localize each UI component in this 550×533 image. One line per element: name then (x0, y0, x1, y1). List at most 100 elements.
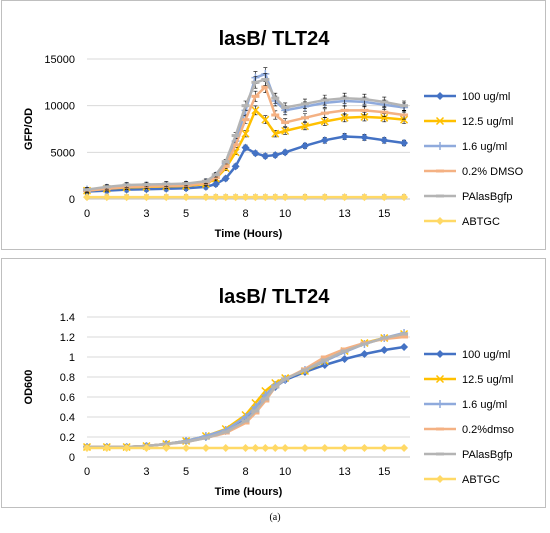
data-point (281, 444, 290, 452)
legend-entry: 1.6 ug/ml (462, 141, 507, 153)
data-point (221, 430, 230, 434)
x-tick-label: 13 (338, 466, 350, 478)
data-point (320, 444, 329, 452)
data-point (360, 342, 369, 346)
data-point (360, 133, 369, 142)
legend: 100 ug/ml 12.5 ug/ml 1.6 ug/ml 0.2% DMSO PAl… (424, 91, 524, 228)
series-4 (83, 332, 409, 449)
data-point (281, 126, 290, 135)
data-point (201, 436, 210, 440)
y-tick-label: 0.4 (60, 412, 75, 424)
data-point (340, 108, 349, 112)
data-point (300, 141, 309, 150)
data-point (320, 355, 329, 359)
legend-marker (436, 169, 444, 173)
data-point (360, 97, 369, 101)
data-point (300, 368, 309, 372)
gfp-chart: lasB/ TLT24 0 5000 10000 15000 0 3 5 8 10 13 15 Time… (23, 28, 524, 240)
data-point (340, 444, 349, 452)
data-point (340, 113, 349, 122)
x-tick-label: 0 (84, 208, 90, 220)
data-point (231, 162, 240, 171)
data-point (400, 139, 409, 147)
legend-marker (436, 217, 444, 225)
x-tick-label: 5 (183, 208, 189, 220)
data-point (211, 173, 220, 177)
series-5 (83, 193, 409, 202)
series-line (87, 332, 405, 449)
data-point (182, 182, 191, 186)
legend-marker (436, 92, 444, 100)
legend-entry: 0.2%dmso (462, 424, 514, 436)
data-point (162, 444, 171, 452)
data-point (83, 193, 91, 202)
y-axis-label: OD600 (23, 370, 35, 405)
data-point (340, 355, 349, 363)
data-point (251, 411, 260, 415)
data-point (320, 117, 329, 126)
legend-marker (436, 194, 444, 198)
x-tick-label: 15 (378, 466, 390, 478)
x-tick-label: 5 (183, 466, 189, 478)
data-point (400, 193, 409, 202)
legend-entry: 12.5 ug/ml (462, 116, 513, 128)
data-point (231, 193, 240, 202)
data-point (201, 193, 210, 202)
data-point (251, 149, 260, 158)
y-tick-label: 1 (69, 352, 75, 364)
data-point (142, 444, 151, 452)
data-point (320, 98, 329, 102)
data-point (380, 336, 389, 340)
data-point (182, 440, 191, 444)
data-point (400, 113, 409, 117)
data-point (300, 122, 310, 131)
data-point (261, 152, 270, 161)
data-point (251, 193, 260, 202)
data-point (320, 111, 329, 115)
legend-entry: PAlasBgfp (462, 191, 513, 203)
legend-entry: 12.5 ug/ml (462, 374, 513, 386)
x-axis-label: Time (Hours) (215, 228, 283, 240)
data-point (231, 134, 240, 138)
data-point (380, 346, 389, 354)
data-point (241, 419, 250, 423)
data-point (241, 193, 250, 202)
od600-chart: lasB/ TLT24 0 0.2 0.4 0.6 0.8 1 1.2 1.4 0 3 5 8 10 13 1… (23, 286, 514, 498)
data-point (261, 193, 270, 202)
data-point (182, 193, 191, 202)
legend-entry: 1.6 ug/ml (462, 399, 507, 411)
data-point (281, 148, 290, 157)
data-point (102, 185, 111, 189)
y-tick-label: 0 (69, 452, 75, 464)
x-tick-label: 3 (143, 208, 149, 220)
data-point (281, 120, 290, 124)
data-point (251, 106, 260, 115)
data-point (380, 193, 389, 202)
legend: 100 ug/ml 12.5 ug/ml 1.6 ug/ml 0.2%dmso PAla… (424, 349, 514, 486)
data-point (162, 193, 171, 202)
series-3 (83, 335, 409, 449)
data-point (221, 160, 230, 164)
data-point (261, 115, 270, 124)
legend-entry: 100 ug/ml (462, 91, 510, 103)
data-point (271, 113, 280, 117)
data-point (281, 193, 290, 202)
y-tick-label: 15000 (44, 54, 75, 66)
plot-area (82, 329, 409, 452)
series-5 (83, 444, 409, 452)
data-point (211, 176, 220, 180)
data-point (400, 115, 409, 124)
chart-panel-gfp: lasB/ TLT24 0 5000 10000 15000 0 3 5 8 10 13 15 Time… (1, 0, 546, 250)
legend-marker (436, 350, 444, 358)
data-point (261, 399, 270, 403)
data-point (251, 409, 260, 413)
data-point (241, 421, 250, 425)
plot-area (82, 67, 409, 202)
data-point (241, 118, 250, 122)
data-point (281, 106, 290, 110)
data-point (360, 108, 369, 112)
data-point (320, 136, 329, 145)
data-point (241, 143, 250, 152)
data-point (221, 193, 230, 202)
x-tick-label: 8 (242, 208, 248, 220)
